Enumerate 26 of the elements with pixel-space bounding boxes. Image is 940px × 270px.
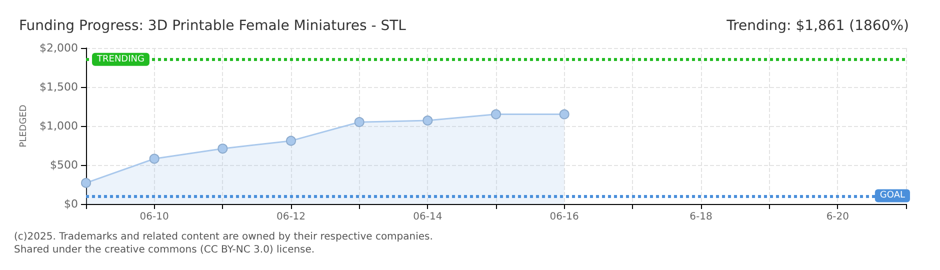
y-tick-label: $0 — [64, 198, 78, 210]
text: (c)2025. Trademarks and related content are owned by their respective companies. — [14, 232, 433, 242]
x-tick-label: 06-10 — [140, 212, 169, 222]
chart-title: Funding Progress: 3D Printable Female Miniatures - STL — [19, 18, 406, 34]
x-tick-label: 06-12 — [276, 212, 306, 222]
y-tick-label: $1,500 — [40, 80, 78, 94]
point — [559, 109, 570, 120]
point — [354, 117, 364, 128]
x-tick-label: 6-20 — [826, 212, 850, 222]
x-tick-label: 06-14 — [413, 212, 442, 222]
point — [218, 144, 228, 154]
y-tick-label: $500 — [50, 158, 78, 172]
chart-subtitle: Trending: $1,861 (1860%) — [726, 18, 910, 34]
x-tick-label: 6-18 — [690, 212, 712, 222]
point — [491, 109, 501, 120]
point — [149, 154, 160, 164]
y-tick-label: $1,000 — [40, 120, 78, 132]
ref-line-label: TRENDING — [96, 54, 144, 64]
y-axis-title: PLEDGED — [19, 104, 30, 148]
x-tick-label: 06-16 — [550, 212, 579, 222]
y-tick-label: $2,000 — [40, 42, 78, 54]
point — [286, 136, 296, 146]
point — [81, 178, 91, 188]
point — [422, 116, 433, 126]
text: Shared under the creative commons (CC BY-NC 3.0) license. — [14, 244, 315, 256]
ref-line-label: GOAL — [880, 190, 905, 201]
